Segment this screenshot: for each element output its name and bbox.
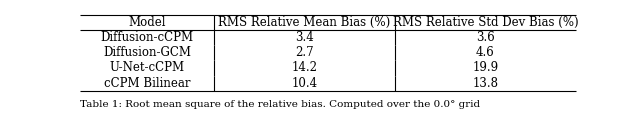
Text: Table 1: Root mean square of the relative bias. Computed over the 0.0° grid: Table 1: Root mean square of the relativ… [80,100,480,109]
